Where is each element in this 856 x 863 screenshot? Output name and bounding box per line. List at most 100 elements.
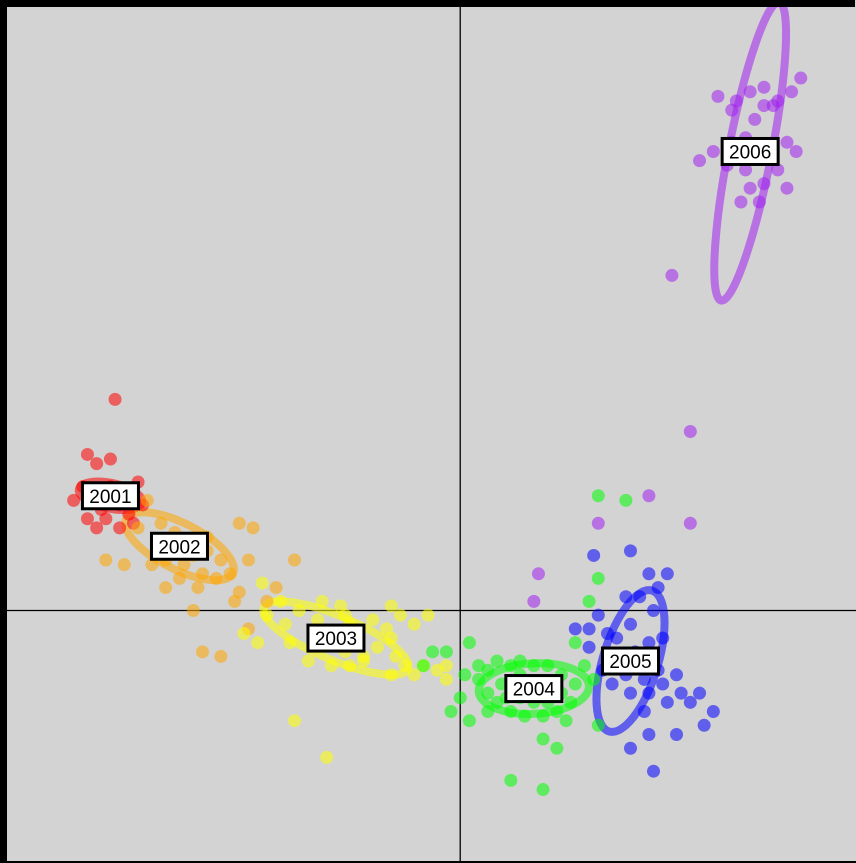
point-2005-1 [660, 567, 674, 581]
point-2006-13 [780, 135, 794, 149]
label-box-2003 [306, 623, 366, 653]
point-2005-33 [642, 727, 656, 741]
point-2006-18 [752, 195, 766, 209]
label-2001: 2001 [80, 481, 140, 511]
point-2006-20 [789, 144, 803, 158]
point-2002-21 [288, 553, 302, 567]
point-2006-32 [531, 567, 545, 581]
point-2001-16 [80, 512, 94, 526]
point-2006-28 [665, 268, 679, 282]
point-2006-29 [683, 425, 697, 438]
label-text-2002: 2002 [158, 537, 200, 558]
point-2006-2 [743, 85, 757, 99]
point-2002-7 [195, 567, 209, 581]
point-2005-3 [633, 590, 647, 604]
point-2006-31 [683, 516, 697, 530]
point-2006-34 [591, 516, 605, 530]
point-2005-10 [656, 631, 670, 645]
point-2002-25 [159, 581, 173, 595]
point-2004-31 [426, 645, 440, 659]
point-2003-4 [292, 604, 306, 618]
point-2005-27 [582, 640, 596, 654]
label-box-2006 [720, 136, 780, 166]
point-2003-37 [343, 659, 357, 673]
point-2002-18 [246, 521, 260, 535]
point-2004-28 [444, 705, 458, 719]
point-2004-1 [490, 654, 504, 668]
point-2003-34 [288, 714, 302, 728]
point-2002-31 [260, 594, 274, 608]
point-2006-33 [527, 594, 541, 608]
point-2005-26 [568, 622, 582, 636]
point-2003-32 [421, 608, 435, 622]
label-text-2006: 2006 [729, 142, 771, 163]
point-2004-32 [416, 659, 430, 673]
point-2005-19 [674, 686, 688, 700]
point-2003-38 [439, 672, 453, 686]
point-2003-24 [251, 636, 265, 650]
point-2006-25 [693, 154, 707, 168]
point-2004-26 [458, 668, 472, 682]
label-box-2004 [504, 674, 564, 704]
point-2005-2 [651, 581, 665, 595]
point-2006-23 [771, 94, 785, 108]
point-2006-21 [785, 85, 799, 99]
point-2005-24 [697, 718, 711, 732]
point-2004-35 [559, 714, 573, 728]
point-2004-49 [472, 659, 486, 673]
point-2001-9 [99, 512, 113, 526]
point-2006-0 [711, 89, 725, 103]
point-2005-23 [706, 705, 720, 719]
point-2003-31 [407, 617, 421, 631]
point-2002-29 [214, 649, 228, 663]
point-2004-5 [541, 659, 555, 673]
point-2003-15 [389, 649, 403, 663]
point-2002-20 [269, 581, 283, 595]
point-2003-5 [311, 613, 325, 627]
point-2006-3 [757, 80, 771, 94]
point-2004-36 [550, 741, 564, 755]
point-2004-14 [481, 686, 495, 700]
point-2005-20 [660, 695, 674, 709]
point-2002-0 [140, 493, 154, 507]
point-2004-27 [453, 691, 467, 705]
point-2002-12 [99, 553, 113, 567]
point-2005-9 [642, 636, 656, 650]
point-2005-14 [605, 677, 619, 691]
label-2006: 2006 [720, 136, 780, 166]
point-2005-15 [623, 686, 637, 700]
point-2003-22 [301, 654, 315, 668]
point-2006-5 [748, 112, 762, 126]
point-2004-9 [550, 705, 564, 719]
point-2002-19 [232, 516, 246, 530]
point-2003-21 [324, 659, 338, 673]
point-2002-2 [154, 516, 168, 530]
point-2003-30 [393, 608, 407, 622]
point-2004-30 [439, 645, 453, 659]
point-2004-10 [536, 709, 550, 723]
label-box-2005 [600, 646, 660, 676]
point-2004-37 [568, 636, 582, 650]
point-2005-5 [623, 617, 637, 631]
point-2004-3 [513, 654, 527, 668]
point-2005-39 [610, 631, 624, 645]
point-2001-14 [67, 493, 81, 507]
point-2003-36 [357, 654, 371, 668]
point-2006-16 [743, 181, 757, 195]
point-2002-28 [195, 645, 209, 659]
point-2005-12 [637, 672, 651, 686]
point-2003-2 [260, 608, 274, 622]
point-2003-1 [274, 594, 288, 608]
point-2003-14 [366, 613, 380, 627]
point-2005-21 [683, 695, 697, 709]
point-2002-1 [131, 521, 145, 535]
label-2003: 2003 [306, 623, 366, 653]
point-2003-16 [398, 659, 412, 673]
point-2003-18 [407, 668, 421, 682]
point-2004-39 [587, 672, 601, 686]
point-2005-32 [623, 741, 637, 755]
point-2006-30 [642, 489, 656, 503]
point-2001-1 [80, 447, 94, 461]
point-2005-17 [656, 677, 670, 691]
